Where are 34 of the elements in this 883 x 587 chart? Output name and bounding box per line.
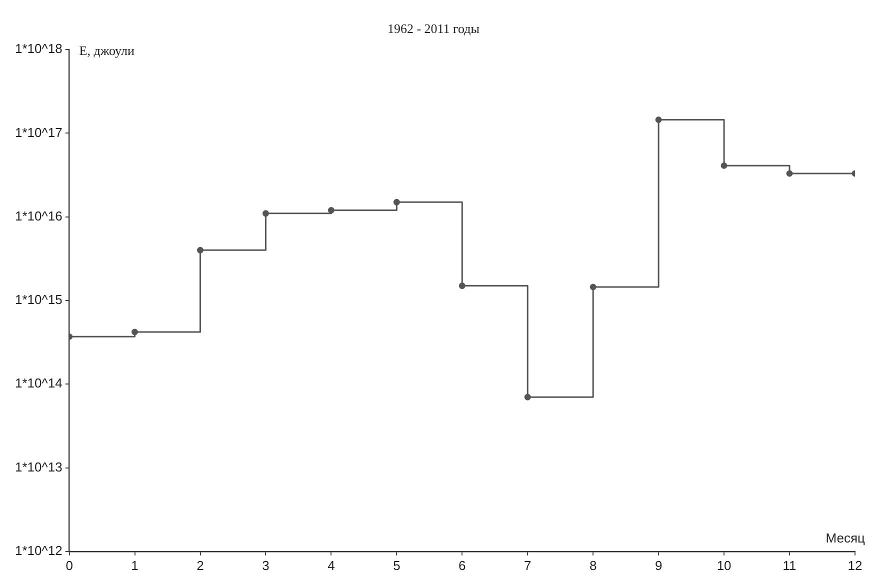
- point: [393, 198, 400, 206]
- y-tick-label: 1*10^18: [14, 41, 62, 56]
- x-axis-title: Месяц: [826, 530, 866, 546]
- point: [197, 246, 204, 254]
- x-tick-label: 2: [196, 558, 204, 573]
- x-tick-label: 0: [66, 558, 73, 573]
- x-tick-label: 9: [654, 558, 662, 573]
- x-tick-label: 4: [328, 558, 335, 573]
- x-tick-label: 3: [262, 558, 270, 573]
- chart-title: 1962 - 2011 годы: [387, 21, 480, 36]
- y-tick-label: 1*10^17: [14, 124, 62, 140]
- point: [655, 116, 662, 123]
- y-tick-label: 1*10^13: [14, 459, 62, 474]
- y-tick-label: 1*10^12: [14, 542, 62, 558]
- x-tick-label: 6: [458, 558, 466, 573]
- point: [132, 328, 138, 336]
- point: [786, 170, 793, 177]
- y-tick-label: 1*10^14: [14, 376, 62, 391]
- y-tick-label: 1*10^15: [14, 292, 62, 308]
- point: [590, 284, 596, 290]
- point: [262, 210, 269, 217]
- y-axis-title: E, джоули: [79, 43, 134, 58]
- point: [524, 394, 531, 400]
- y-tick-label: 1*10^16: [14, 208, 62, 224]
- x-tick-label: 7: [524, 558, 532, 573]
- x-tick-label: 11: [782, 558, 796, 573]
- point: [720, 162, 728, 169]
- x-tick-label: 12: [848, 558, 862, 573]
- point: [328, 206, 334, 214]
- point: [458, 282, 466, 290]
- x-tick-label: 1: [131, 558, 138, 573]
- x-tick-label: 8: [589, 558, 597, 573]
- x-tick-label: 5: [393, 558, 400, 573]
- x-tick-label: 10: [716, 558, 732, 573]
